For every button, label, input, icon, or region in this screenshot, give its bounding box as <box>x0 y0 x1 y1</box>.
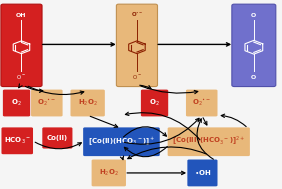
Text: O$_2$$^{\bullet-}$: O$_2$$^{\bullet-}$ <box>192 98 211 108</box>
Text: O$^{\bullet-}$: O$^{\bullet-}$ <box>131 11 143 19</box>
Text: OH: OH <box>16 13 27 18</box>
Text: [Co(II)(HCO$_3$$^-$)]$^+$: [Co(II)(HCO$_3$$^-$)]$^+$ <box>88 136 155 148</box>
FancyBboxPatch shape <box>3 90 30 116</box>
FancyBboxPatch shape <box>232 4 276 87</box>
Text: H$_2$O$_2$: H$_2$O$_2$ <box>99 168 119 178</box>
FancyBboxPatch shape <box>70 90 105 116</box>
FancyBboxPatch shape <box>1 4 42 87</box>
Text: O: O <box>251 75 256 80</box>
FancyBboxPatch shape <box>186 90 217 116</box>
FancyBboxPatch shape <box>187 160 217 186</box>
Text: O$_2$: O$_2$ <box>11 98 22 108</box>
Text: HCO$_3$$^-$: HCO$_3$$^-$ <box>4 136 31 146</box>
FancyBboxPatch shape <box>116 4 158 87</box>
Text: O$_2$$^{\bullet-}$: O$_2$$^{\bullet-}$ <box>37 98 56 108</box>
FancyBboxPatch shape <box>31 90 63 116</box>
FancyBboxPatch shape <box>141 90 168 116</box>
Text: O$^-$: O$^-$ <box>132 73 142 81</box>
Text: O$^-$: O$^-$ <box>17 73 27 81</box>
Text: [Co(III)(HCO$_3$$^-$)]$^{2+}$: [Co(III)(HCO$_3$$^-$)]$^{2+}$ <box>172 135 245 148</box>
FancyBboxPatch shape <box>92 160 126 186</box>
FancyBboxPatch shape <box>1 127 33 154</box>
Text: Co(II): Co(II) <box>47 135 68 141</box>
Text: O$_2$: O$_2$ <box>149 98 160 108</box>
Text: H$_2$O$_2$: H$_2$O$_2$ <box>78 98 98 108</box>
FancyBboxPatch shape <box>42 127 72 149</box>
Text: $\bullet$OH: $\bullet$OH <box>194 168 211 177</box>
FancyBboxPatch shape <box>168 127 250 156</box>
FancyBboxPatch shape <box>83 127 160 156</box>
Text: O: O <box>251 13 256 18</box>
